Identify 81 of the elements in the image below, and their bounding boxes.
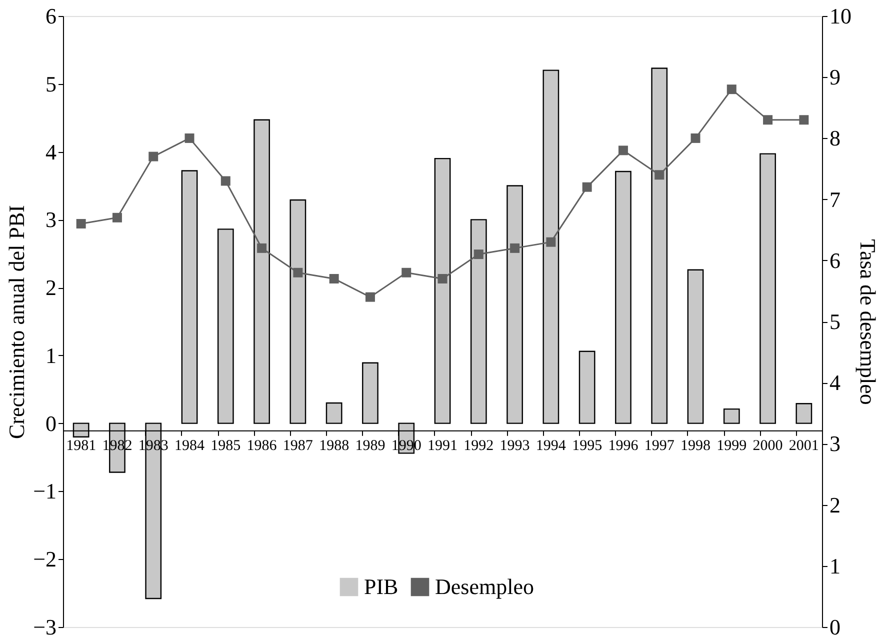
x-tick-label: 1995	[572, 438, 602, 454]
y2-tick-label: 5	[830, 309, 840, 334]
bar	[578, 350, 596, 424]
x-tick-label: 1981	[66, 438, 96, 454]
legend-label: PIB	[364, 574, 398, 599]
bar	[217, 228, 234, 424]
y2-tick-label: 10	[830, 4, 852, 28]
bar	[651, 68, 668, 424]
y-tick-label: −2	[33, 546, 56, 572]
point	[293, 268, 303, 278]
y2-tick-label: 6	[830, 248, 840, 273]
y-tick-label: 0	[46, 410, 56, 436]
y-tick-label: 3	[46, 207, 56, 232]
bar	[615, 170, 632, 424]
bar	[542, 70, 560, 424]
y-tick-label: 6	[46, 4, 56, 28]
point	[510, 243, 520, 253]
point	[329, 274, 339, 284]
x-tick-label: 1996	[608, 438, 639, 454]
x-tick-label: 1997	[644, 438, 675, 454]
y2-tick-label: 9	[830, 64, 840, 90]
x-tick-label: 1985	[210, 438, 241, 454]
point	[257, 243, 267, 253]
y2-tick-label: 7	[830, 186, 840, 212]
bar	[181, 170, 198, 424]
x-tick-label: 1998	[680, 438, 710, 454]
bar	[326, 402, 342, 424]
point	[546, 237, 556, 247]
y-tick-label: 1	[46, 342, 56, 368]
x-tick-label: 1999	[716, 438, 747, 454]
y-tick-label: 5	[46, 71, 56, 96]
point	[690, 133, 700, 143]
y2-tick-label: 0	[830, 614, 840, 640]
x-tick-label: 1992	[464, 438, 494, 454]
point	[402, 268, 412, 278]
bar	[760, 153, 776, 424]
point	[365, 292, 375, 302]
x-tick-label: 1991	[428, 438, 458, 454]
y-tick-label: −1	[33, 478, 56, 504]
legend-label: Desempleo	[435, 574, 534, 599]
x-tick-label: 1986	[246, 438, 278, 454]
y2-tick-label: 2	[830, 492, 840, 518]
y-tick-label: 4	[46, 139, 56, 164]
x-tick-label: 1984	[174, 438, 205, 454]
point	[438, 274, 448, 284]
y2-tick-label: 3	[830, 431, 840, 456]
point	[112, 212, 122, 222]
point	[582, 182, 592, 192]
bar	[434, 158, 451, 424]
point	[474, 250, 484, 260]
x-tick-label: 2001	[788, 438, 819, 454]
bar	[796, 403, 812, 424]
point	[618, 146, 628, 156]
point	[763, 115, 773, 125]
y-tick-label: −3	[33, 614, 56, 640]
bar	[687, 269, 704, 424]
y2-tick-label: 8	[830, 126, 840, 151]
bar	[723, 408, 740, 424]
bar	[362, 362, 378, 424]
y-axis-title: Crecimiento anual del PBI	[4, 205, 30, 439]
bar	[290, 199, 306, 424]
point	[220, 176, 230, 186]
y2-axis-title: Tasa de desempleo	[856, 239, 880, 405]
point	[654, 170, 664, 180]
bar	[470, 219, 487, 424]
x-tick-label: 2000	[752, 438, 783, 454]
x-tick-label: 1994	[536, 438, 566, 454]
y2-tick-label: 1	[830, 553, 840, 578]
point	[184, 133, 194, 143]
bar	[254, 119, 270, 424]
point	[726, 84, 736, 94]
point	[148, 152, 158, 162]
bar	[506, 185, 523, 424]
y2-tick-label: 4	[830, 370, 840, 396]
x-tick-label: 1993	[500, 438, 530, 454]
x-tick-label: 1989	[355, 438, 386, 454]
x-tick-label: 1987	[282, 438, 314, 454]
x-tick-label: 1988	[319, 438, 350, 454]
y-tick-label: 2	[46, 275, 56, 300]
point	[799, 115, 809, 125]
point	[76, 218, 86, 228]
